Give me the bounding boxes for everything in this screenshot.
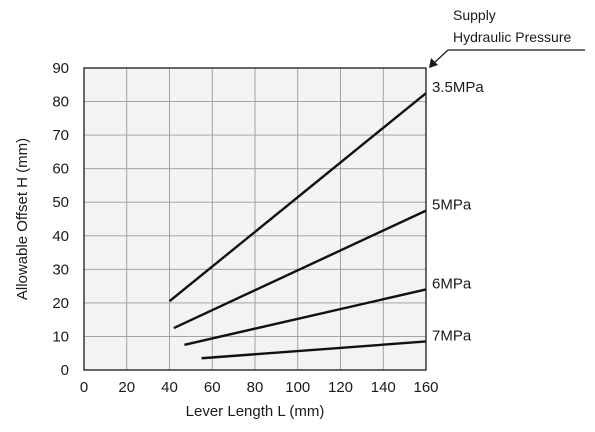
x-tick-label: 80 [247,379,264,396]
series-line-6mpa [184,288,427,347]
x-tick-label: 120 [328,379,353,396]
series-label-6mpa: 6MPa [432,275,472,292]
x-tick-label: 0 [80,379,88,396]
series-labels: 3.5MPa 5MPa 6MPa 7MPa [432,79,484,344]
x-tick-label: 60 [204,379,221,396]
y-axis-title: Allowable Offset H (mm) [14,138,31,300]
y-tick-label: 70 [52,127,69,144]
y-tick-label: 10 [52,328,69,345]
legend-title-line-2: Hydraulic Pressure [453,29,571,45]
y-tick-label: 90 [52,60,69,77]
x-axis-title: Lever Length L (mm) [186,403,325,420]
y-tick-label: 50 [52,194,69,211]
y-tick-label: 20 [52,295,69,312]
x-tick-label: 20 [118,379,135,396]
y-tick-label: 80 [52,94,69,111]
y-tick-label: 30 [52,261,69,278]
series-line-7mpa [201,340,427,360]
series-line-5mpa [173,209,427,330]
y-tick-labels: 0 10 20 30 40 50 60 70 80 90 [52,60,69,379]
series-label-7mpa: 7MPa [432,327,472,344]
series-label-3-5mpa: 3.5MPa [432,79,484,96]
x-tick-labels: 0 20 40 60 80 100 120 140 160 [80,379,439,396]
legend-arrow-shaft [433,49,449,64]
y-tick-label: 0 [61,362,69,379]
plot-border [83,67,427,371]
x-tick-label: 160 [413,379,438,396]
x-tick-label: 140 [371,379,396,396]
legend-title-line-1: Supply [453,7,496,23]
x-tick-label: 100 [285,379,310,396]
series-label-5mpa: 5MPa [432,197,472,214]
y-tick-label: 40 [52,228,69,245]
legend-arrow-head [429,58,438,68]
y-tick-label: 60 [52,161,69,178]
series-line-3-5mpa [168,92,427,303]
legend-annotation: Supply Hydraulic Pressure [429,7,585,68]
x-tick-label: 40 [161,379,178,396]
series-lines [168,92,427,360]
